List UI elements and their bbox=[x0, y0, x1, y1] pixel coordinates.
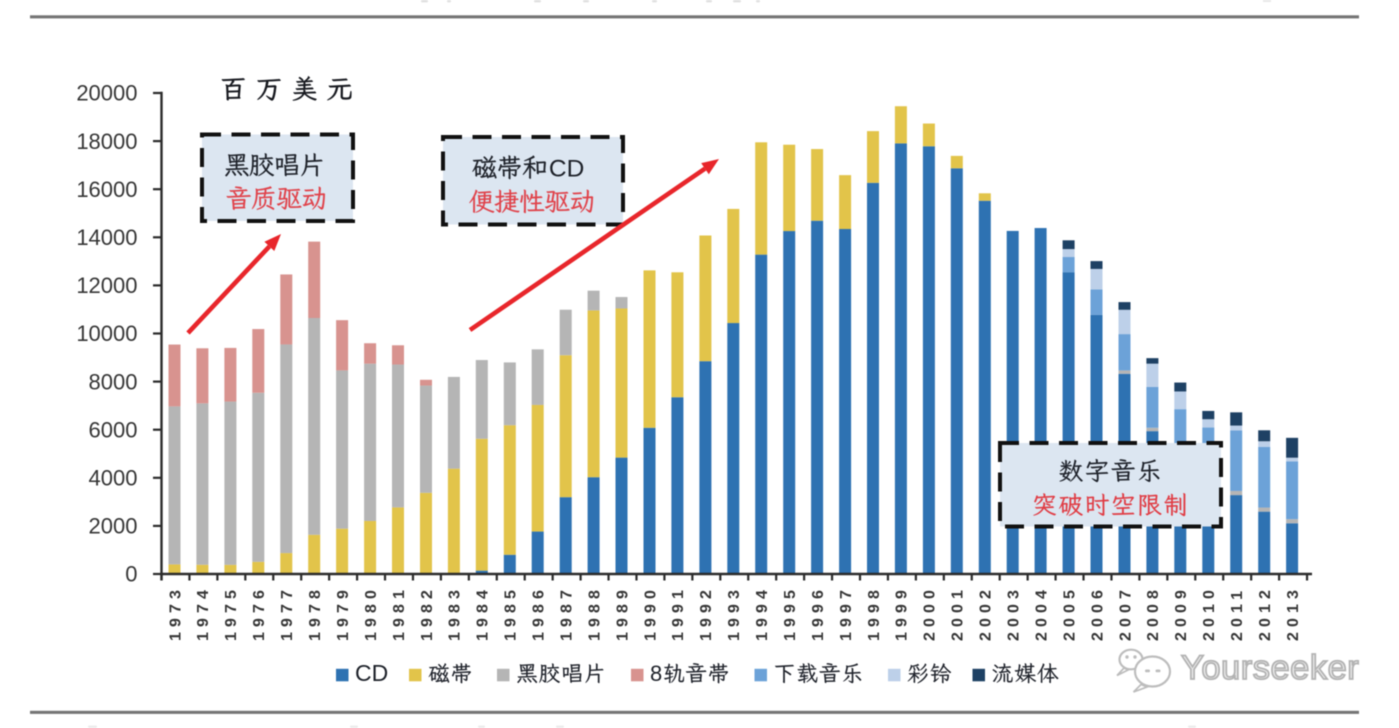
svg-text:2000: 2000 bbox=[89, 514, 138, 539]
svg-text:1981: 1981 bbox=[391, 585, 408, 641]
svg-text:8: 8 bbox=[650, 661, 662, 686]
svg-text:1995: 1995 bbox=[782, 585, 799, 641]
svg-text:2013: 2013 bbox=[1285, 585, 1302, 641]
svg-text:Yourseeker: Yourseeker bbox=[1181, 649, 1359, 687]
svg-text:CD: CD bbox=[549, 156, 584, 183]
svg-text:1986: 1986 bbox=[531, 585, 548, 641]
svg-text:2006: 2006 bbox=[1089, 585, 1106, 641]
svg-text:1997: 1997 bbox=[838, 585, 855, 641]
svg-text:1996: 1996 bbox=[810, 585, 827, 641]
svg-text:2009: 2009 bbox=[1173, 585, 1190, 641]
svg-text:CD: CD bbox=[355, 660, 388, 686]
svg-text:8000: 8000 bbox=[89, 369, 138, 394]
svg-text:1985: 1985 bbox=[503, 585, 520, 641]
svg-text:2000: 2000 bbox=[922, 585, 939, 641]
svg-text:1989: 1989 bbox=[614, 585, 631, 641]
svg-text:2011: 2011 bbox=[1229, 586, 1246, 641]
svg-text:1984: 1984 bbox=[475, 585, 492, 641]
svg-text:2010: 2010 bbox=[1201, 585, 1218, 641]
svg-text:1974: 1974 bbox=[195, 585, 212, 641]
svg-text:1982: 1982 bbox=[419, 585, 436, 641]
svg-text:2003: 2003 bbox=[1006, 585, 1023, 641]
svg-text:2001: 2001 bbox=[950, 585, 967, 641]
svg-text:2012: 2012 bbox=[1257, 585, 1274, 641]
svg-text:1977: 1977 bbox=[279, 585, 296, 641]
svg-text:4000: 4000 bbox=[89, 466, 138, 491]
svg-text:1988: 1988 bbox=[586, 585, 603, 641]
svg-text:2002: 2002 bbox=[978, 585, 995, 641]
svg-text:1994: 1994 bbox=[754, 585, 771, 641]
svg-text:1991: 1991 bbox=[670, 585, 687, 641]
svg-text:1987: 1987 bbox=[559, 585, 576, 641]
svg-text:16000: 16000 bbox=[76, 177, 137, 202]
svg-text:1980: 1980 bbox=[363, 585, 380, 641]
svg-text:12000: 12000 bbox=[76, 273, 137, 298]
svg-text:2005: 2005 bbox=[1061, 585, 1078, 641]
svg-text:1978: 1978 bbox=[307, 585, 324, 641]
svg-text:2007: 2007 bbox=[1117, 585, 1134, 641]
svg-text:2008: 2008 bbox=[1145, 585, 1162, 641]
svg-text:2004: 2004 bbox=[1033, 585, 1050, 641]
svg-text:1975: 1975 bbox=[223, 585, 240, 641]
svg-text:1973: 1973 bbox=[167, 585, 184, 641]
svg-text:10000: 10000 bbox=[76, 321, 137, 346]
svg-text:1990: 1990 bbox=[642, 585, 659, 641]
svg-text:1998: 1998 bbox=[866, 585, 883, 641]
svg-text:6000: 6000 bbox=[89, 417, 138, 442]
svg-text:1983: 1983 bbox=[447, 585, 464, 641]
svg-text:1979: 1979 bbox=[335, 585, 352, 641]
svg-text:1992: 1992 bbox=[698, 585, 715, 641]
svg-text:1999: 1999 bbox=[894, 585, 911, 641]
svg-text:18000: 18000 bbox=[76, 129, 137, 154]
svg-text:14000: 14000 bbox=[76, 225, 137, 250]
svg-text:1976: 1976 bbox=[251, 585, 268, 641]
svg-text:0: 0 bbox=[125, 562, 137, 587]
svg-text:1993: 1993 bbox=[726, 585, 743, 641]
svg-text:20000: 20000 bbox=[76, 81, 137, 106]
